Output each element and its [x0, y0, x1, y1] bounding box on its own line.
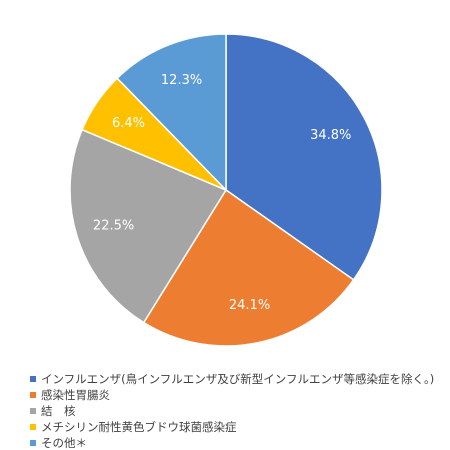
legend-label-mrsa: メチシリン耐性黄色ブドウ球菌感染症 — [41, 420, 237, 434]
data-label-influenza: 34.8% — [310, 128, 351, 143]
legend-label-other: その他＊ — [41, 436, 87, 450]
legend-swatch-gastroenteritis — [30, 392, 36, 398]
pie-slice-gastroenteritis — [142, 188, 355, 347]
pie-slices — [69, 33, 383, 347]
legend-item-tuberculosis: 結 核 — [30, 403, 445, 419]
legend-item-influenza: インフルエンザ(鳥インフルエンザ及び新型インフルエンザ等感染症を除く。) — [30, 371, 445, 387]
pie-slice-influenza — [225, 33, 383, 281]
legend-item-mrsa: メチシリン耐性黄色ブドウ球菌感染症 — [30, 419, 445, 435]
legend-swatch-mrsa — [30, 424, 36, 430]
legend-label-tuberculosis: 結 核 — [41, 404, 76, 418]
data-label-tuberculosis: 22.5% — [93, 218, 134, 233]
pie-slice-other — [116, 33, 227, 192]
legend-swatch-tuberculosis — [30, 408, 36, 414]
legend-swatch-other — [30, 440, 36, 446]
legend-label-influenza: インフルエンザ(鳥インフルエンザ及び新型インフルエンザ等感染症を除く。) — [41, 372, 435, 386]
legend: インフルエンザ(鳥インフルエンザ及び新型インフルエンザ等感染症を除く。) 感染性… — [30, 371, 445, 450]
data-label-mrsa: 6.4% — [112, 116, 145, 131]
legend-item-other: その他＊ — [30, 435, 445, 450]
pie-data-labels: 34.8% 24.1% 22.5% 6.4% 12.3% — [93, 73, 351, 313]
legend-item-gastroenteritis: 感染性胃腸炎 — [30, 387, 445, 403]
data-label-other: 12.3% — [161, 73, 202, 88]
legend-label-gastroenteritis: 感染性胃腸炎 — [41, 388, 110, 402]
data-label-gastroenteritis: 24.1% — [229, 298, 270, 313]
pie-slice-tuberculosis — [69, 128, 228, 324]
legend-swatch-influenza — [30, 376, 36, 382]
